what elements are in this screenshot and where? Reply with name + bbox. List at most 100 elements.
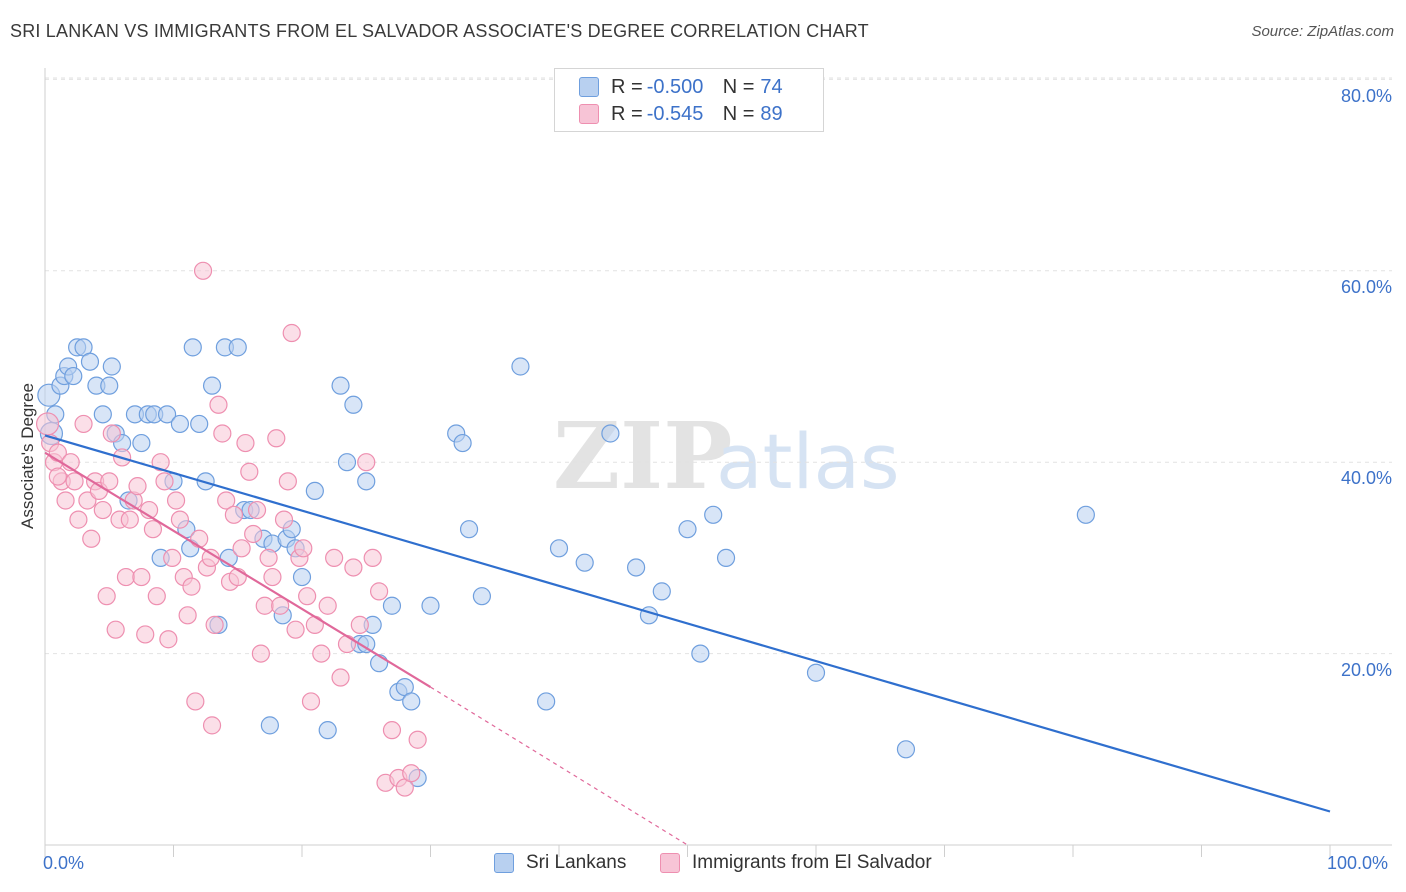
point-sri-lankans (228, 338, 247, 357)
point-el-salvador (120, 510, 139, 529)
point-el-salvador (213, 424, 232, 443)
point-el-salvador (65, 472, 84, 491)
legend-n-value: 74 (760, 75, 783, 98)
point-el-salvador (370, 582, 389, 601)
point-el-salvador (217, 491, 236, 510)
point-sri-lankans (704, 505, 723, 524)
x-tick-label-min: 0.0% (43, 853, 85, 873)
point-sri-lankans (601, 424, 620, 443)
point-el-salvador (247, 500, 267, 520)
legend-label-el-salvador: Immigrants from El Salvador (692, 852, 932, 873)
chart-title: SRI LANKAN VS IMMIGRANTS FROM EL SALVADO… (10, 21, 869, 41)
point-el-salvador (143, 520, 163, 539)
legend-r-value: -0.500 (646, 75, 704, 98)
point-el-salvador (69, 510, 88, 529)
point-sri-lankans (183, 338, 202, 357)
point-sri-lankans (575, 553, 594, 572)
point-sri-lankans (459, 520, 479, 539)
legend-item-sri-lankans: Sri Lankans (494, 852, 626, 874)
point-el-salvador (286, 620, 305, 639)
point-sri-lankans (80, 352, 100, 371)
point-sri-lankans (305, 481, 324, 501)
point-sri-lankans (421, 596, 440, 615)
legend-row-el-salvador: R = -0.545 N = 89 (579, 102, 783, 126)
point-el-salvador (159, 630, 178, 649)
point-el-salvador (331, 668, 350, 687)
point-sri-lankans (157, 405, 177, 424)
y-tick-label-60: 60.0% (1340, 277, 1392, 297)
point-el-salvador (186, 692, 205, 711)
point-sri-lankans (344, 395, 363, 414)
legend-row-sri-lankans: R = -0.500 N = 74 (579, 75, 783, 99)
point-el-salvador (312, 644, 331, 663)
point-sri-lankans (806, 663, 826, 682)
point-sri-lankans (370, 654, 389, 673)
legend-r-label: R = (611, 75, 643, 98)
point-sri-lankans (549, 539, 569, 558)
point-el-salvador (35, 412, 60, 436)
point-el-salvador (102, 424, 121, 443)
point-sri-lankans (691, 644, 710, 663)
point-el-salvador (106, 620, 125, 639)
y-tick-label-40: 40.0% (1340, 468, 1392, 488)
point-sri-lankans (652, 582, 671, 601)
point-el-salvador (97, 587, 116, 606)
point-sri-lankans (678, 520, 697, 539)
point-sri-lankans (537, 692, 556, 711)
trendline-el-salvador-extension (430, 686, 688, 846)
point-el-salvador (282, 323, 301, 343)
point-el-salvador (318, 596, 337, 615)
trendline-el-salvador (44, 451, 432, 689)
point-el-salvador (263, 567, 282, 587)
point-sri-lankans (260, 716, 279, 735)
trendline-sri-lankans (44, 434, 1331, 813)
point-el-salvador (278, 472, 297, 491)
point-sri-lankans (190, 414, 209, 434)
point-el-salvador (82, 529, 101, 548)
point-el-salvador (305, 615, 324, 634)
point-sri-lankans (716, 548, 736, 568)
legend-swatch-pink (660, 853, 680, 873)
point-el-salvador (236, 433, 255, 453)
y-tick-label-80: 80.0% (1340, 86, 1392, 106)
point-sri-lankans (64, 366, 83, 386)
point-sri-lankans (472, 587, 491, 606)
point-el-salvador (402, 764, 421, 783)
point-el-salvador (259, 548, 278, 568)
point-el-salvador (147, 587, 166, 606)
point-el-salvador (325, 548, 344, 568)
point-sri-lankans (402, 692, 421, 711)
legend-r-label: R = (611, 102, 643, 125)
point-sri-lankans (93, 405, 112, 424)
point-el-salvador (190, 529, 209, 548)
point-el-salvador (267, 429, 286, 448)
point-sri-lankans (896, 740, 916, 759)
point-sri-lankans (331, 376, 350, 395)
point-el-salvador (224, 505, 243, 524)
point-el-salvador (382, 721, 402, 740)
point-el-salvador (100, 472, 119, 491)
point-el-salvador (151, 453, 170, 472)
point-el-salvador (136, 625, 155, 644)
legend-n-value: 89 (760, 102, 783, 125)
point-el-salvador (350, 615, 369, 634)
point-el-salvador (240, 462, 259, 481)
point-el-salvador (274, 510, 294, 529)
source-credit: Source: ZipAtlas.com (1251, 23, 1394, 40)
point-sri-lankans (202, 376, 222, 395)
point-el-salvador (205, 615, 224, 634)
point-el-salvador (251, 644, 270, 663)
point-el-salvador (163, 548, 182, 568)
point-sri-lankans (1076, 505, 1095, 524)
point-el-salvador (155, 472, 174, 491)
point-sri-lankans (626, 558, 646, 577)
series-legend: Sri Lankans Immigrants from El Salvador (0, 852, 1406, 876)
point-sri-lankans (511, 357, 530, 376)
point-el-salvador (337, 634, 357, 654)
point-el-salvador (298, 587, 317, 606)
point-sri-lankans (337, 453, 357, 472)
point-sri-lankans (453, 433, 472, 453)
point-el-salvador (209, 395, 228, 414)
point-el-salvador (301, 692, 321, 711)
point-sri-lankans (100, 376, 119, 395)
